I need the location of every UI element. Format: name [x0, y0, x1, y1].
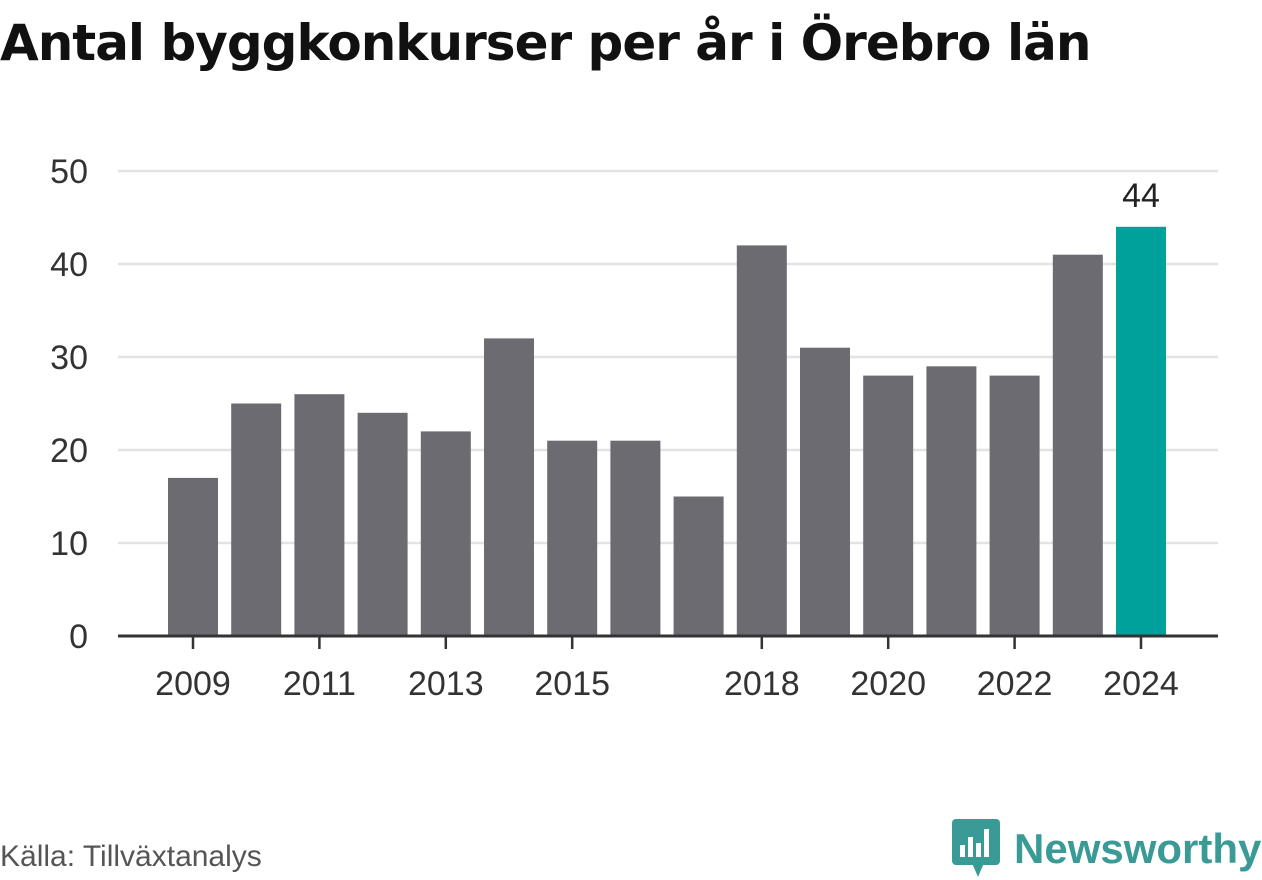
- bar-2018: [736, 245, 787, 636]
- bar-2009: [168, 477, 218, 636]
- data-labels: 44: [1122, 177, 1160, 215]
- x-tick-label: 2020: [850, 665, 926, 703]
- bars: [168, 226, 1166, 637]
- bar-2020: [863, 375, 914, 636]
- x-tick-label: 2018: [724, 665, 800, 703]
- y-axis-ticks: 0 10 20 30 40 50: [50, 153, 88, 656]
- y-tick-label: 30: [50, 339, 88, 377]
- bar-2023: [1052, 254, 1103, 636]
- y-tick-label: 0: [69, 618, 88, 656]
- bar-2024: [1116, 226, 1166, 637]
- y-tick-label: 50: [50, 153, 88, 191]
- x-tick-label: 2024: [1103, 665, 1179, 703]
- y-tick-label: 40: [50, 246, 88, 284]
- newsworthy-bar-chart-bubble-icon: [952, 819, 1000, 877]
- brand-logo: Newsworthy: [952, 818, 1261, 880]
- chart-title: Antal byggkonkurser per år i Örebro län: [0, 14, 1091, 72]
- bar-2021: [926, 366, 977, 636]
- data-label-2024: 44: [1122, 177, 1160, 215]
- y-tick-label: 10: [50, 525, 88, 563]
- source-note: Källa: Tillväxtanalys: [0, 840, 262, 873]
- x-tick-label: 2009: [155, 665, 231, 703]
- x-tick-label: 2011: [283, 665, 356, 703]
- bar-2011: [294, 394, 345, 636]
- bar-2012: [357, 412, 408, 636]
- brand-name: Newsworthy: [1014, 825, 1262, 872]
- bar-2022: [989, 375, 1040, 636]
- y-tick-label: 20: [50, 432, 88, 470]
- bar-2015: [547, 440, 598, 636]
- bar-chart: 0 10 20 30 40 50 2009 2011 2013 2015 2018 2020 2022…: [50, 153, 1218, 703]
- bar-2019: [800, 347, 850, 636]
- x-tick-label: 2013: [408, 665, 484, 703]
- x-axis-ticks: 2009 2011 2013 2015 2018 2020 2022 2024: [155, 636, 1179, 703]
- bar-2016: [610, 440, 661, 636]
- x-tick-label: 2015: [534, 665, 610, 703]
- bar-2013: [420, 431, 471, 636]
- bar-2014: [484, 338, 534, 636]
- bar-2010: [231, 403, 282, 636]
- x-tick-label: 2022: [977, 665, 1053, 703]
- bar-2017: [673, 496, 724, 636]
